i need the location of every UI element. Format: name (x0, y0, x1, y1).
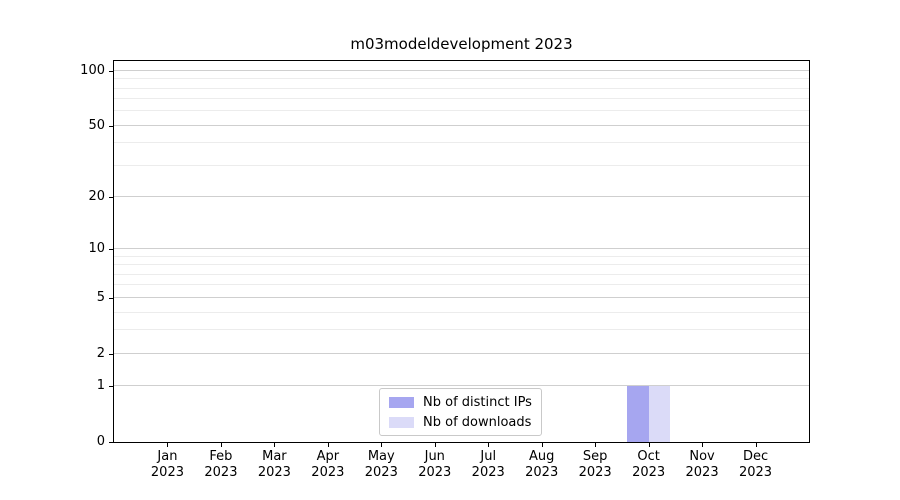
y-gridline-minor (114, 311, 809, 313)
x-tick-label: Jan 2023 (150, 449, 184, 480)
legend-swatch-downloads (389, 416, 414, 428)
x-tick-mark (755, 443, 757, 447)
y-tick-mark (109, 197, 113, 199)
y-gridline-minor (114, 110, 809, 112)
x-tick-mark (274, 443, 276, 447)
y-tick-label: 100 (80, 62, 105, 78)
x-tick-mark (327, 443, 329, 447)
legend-item-downloads: Nb of downloads (389, 414, 532, 430)
x-tick-mark (167, 443, 169, 447)
x-tick-mark (648, 443, 650, 447)
y-gridline-minor (114, 264, 809, 266)
y-gridline-minor (114, 284, 809, 286)
y-tick-label: 0 (96, 434, 105, 449)
y-tick-label: 10 (88, 241, 105, 257)
legend-item-distinct-ips: Nb of distinct IPs (389, 394, 532, 410)
y-gridline-minor (114, 273, 809, 275)
y-gridline-major (114, 296, 809, 298)
y-gridline-minor (114, 78, 809, 80)
legend-label-downloads: Nb of downloads (423, 414, 532, 430)
x-tick-label: Sep 2023 (578, 449, 612, 480)
bar-nb-of-downloads (648, 386, 670, 442)
x-tick-label: Jun 2023 (418, 449, 452, 480)
y-gridline-major (114, 352, 809, 354)
y-tick-label: 20 (88, 189, 105, 205)
y-tick-label: 50 (88, 117, 105, 133)
plot-area (113, 60, 810, 443)
x-tick-label: Aug 2023 (525, 449, 559, 480)
chart-title: m03modeldevelopment 2023 (350, 35, 573, 53)
y-gridline-minor (114, 87, 809, 89)
x-tick-mark (220, 443, 222, 447)
x-tick-label: Oct 2023 (632, 449, 666, 480)
y-tick-mark (109, 125, 113, 127)
y-tick-mark (109, 297, 113, 299)
x-tick-label: Apr 2023 (311, 449, 345, 480)
x-tick-label: Jul 2023 (471, 449, 505, 480)
y-gridline-major (114, 196, 809, 198)
y-gridline-minor (114, 164, 809, 166)
y-tick-mark (109, 249, 113, 251)
y-tick-mark (109, 70, 113, 72)
y-gridline-minor (114, 98, 809, 100)
y-tick-mark (109, 442, 113, 443)
y-gridline-major (114, 124, 809, 126)
y-gridline-minor (114, 255, 809, 257)
x-tick-label: Mar 2023 (257, 449, 291, 480)
y-gridline-major (114, 385, 809, 387)
x-tick-mark (434, 443, 436, 447)
y-gridline-minor (114, 329, 809, 331)
x-tick-mark (488, 443, 490, 447)
x-tick-mark (595, 443, 597, 447)
y-tick-label: 5 (96, 289, 105, 305)
x-tick-label: Feb 2023 (204, 449, 238, 480)
y-tick-label: 1 (96, 378, 105, 394)
x-tick-mark (702, 443, 704, 447)
legend: Nb of distinct IPs Nb of downloads (379, 388, 542, 436)
legend-label-distinct-ips: Nb of distinct IPs (423, 394, 532, 410)
legend-swatch-distinct-ips (389, 396, 414, 408)
x-tick-label: Dec 2023 (738, 449, 773, 480)
y-gridline-minor (114, 142, 809, 144)
x-tick-mark (381, 443, 383, 447)
y-tick-label: 2 (96, 345, 105, 361)
x-tick-label: Nov 2023 (685, 449, 719, 480)
y-tick-mark (109, 353, 113, 355)
y-gridline-major (114, 69, 809, 71)
bar-nb-of-distinct-ips (627, 386, 649, 442)
x-tick-mark (541, 443, 543, 447)
y-gridline-major (114, 248, 809, 250)
y-tick-mark (109, 386, 113, 388)
x-tick-label: May 2023 (364, 449, 398, 480)
